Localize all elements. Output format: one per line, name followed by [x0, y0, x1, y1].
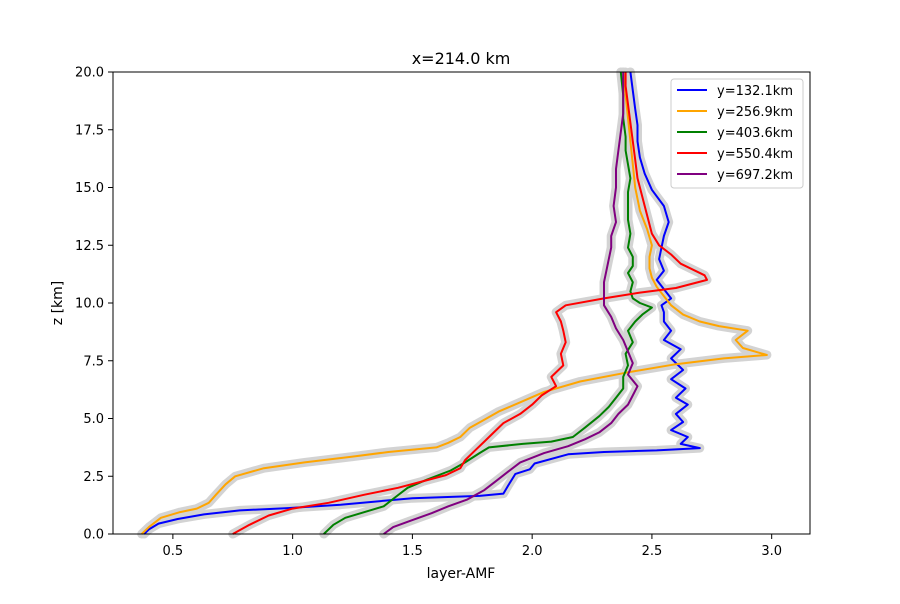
y-tick-label: 2.5: [83, 470, 104, 485]
x-tick-label: 1.0: [282, 544, 303, 559]
chart-title: x=214.0 km: [412, 49, 511, 68]
legend-box: [670, 78, 804, 189]
y-tick-label: 5.0: [83, 412, 104, 427]
series-line-2: [141, 71, 768, 535]
x-axis-ticks: 0.5 1.0 1.5 2.0 2.5 3.0: [163, 534, 782, 559]
legend-label: y=403.6km: [717, 126, 793, 141]
x-tick-label: 0.5: [163, 544, 184, 559]
series-lines: [141, 71, 768, 535]
series-line-3: [323, 71, 653, 535]
x-tick-label: 2.0: [522, 544, 543, 559]
y-tick-label: 0.0: [83, 528, 104, 543]
legend-label: y=256.9km: [717, 105, 793, 120]
legend-label: y=550.4km: [717, 147, 793, 162]
y-axis-ticks: 0.0 2.5 5.0 7.5 10.0 12.5 15.0 17.5 20.0: [75, 66, 113, 543]
x-tick-label: 2.5: [642, 544, 663, 559]
x-axis-label: layer-AMF: [427, 566, 496, 582]
series-line-1: [143, 71, 701, 535]
x-tick-label: 1.5: [402, 544, 423, 559]
y-tick-label: 10.0: [75, 297, 104, 312]
y-tick-label: 12.5: [75, 239, 104, 254]
legend-label: y=132.1km: [717, 84, 793, 99]
x-tick-label: 3.0: [761, 544, 782, 559]
series-line-4: [232, 72, 708, 535]
y-tick-label: 20.0: [75, 66, 104, 81]
y-tick-label: 15.0: [75, 181, 104, 196]
series-line-5: [383, 72, 639, 535]
legend: y=132.1km y=256.9km y=403.6km y=550.4km y=69…: [670, 78, 804, 189]
y-tick-label: 17.5: [75, 123, 104, 138]
legend-label: y=697.2km: [717, 168, 793, 183]
y-tick-label: 7.5: [83, 354, 104, 369]
y-axis-label: z [km]: [50, 281, 66, 325]
